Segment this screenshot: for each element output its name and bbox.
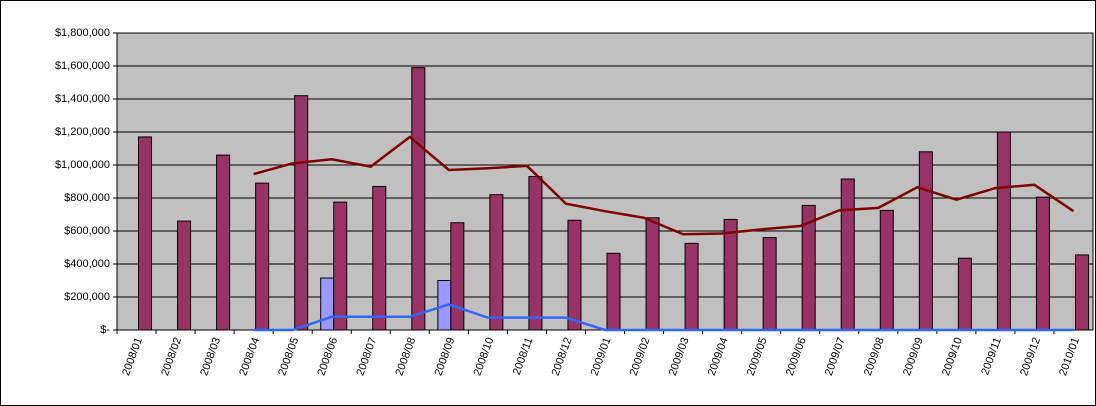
bar [411, 67, 426, 331]
bar [177, 220, 192, 331]
bar [216, 154, 231, 331]
bar [1074, 254, 1089, 331]
bar [528, 176, 543, 331]
bar [372, 185, 387, 331]
y-tick-label: $600,000 [64, 225, 110, 237]
bar [684, 242, 699, 331]
bar [840, 178, 855, 331]
y-tick-label: $1,400,000 [55, 93, 110, 105]
bar [918, 151, 933, 331]
y-tick-label: $- [100, 324, 110, 336]
y-tick-label: $800,000 [64, 192, 110, 204]
bar [567, 219, 582, 331]
y-tick-label: $1,000,000 [55, 159, 110, 171]
bar [320, 277, 335, 331]
bar [957, 257, 972, 331]
y-tick-label: $400,000 [64, 258, 110, 270]
y-tick-label: $1,600,000 [55, 60, 110, 72]
bar [255, 182, 270, 331]
bar [1035, 196, 1050, 331]
bar [879, 209, 894, 331]
bar [450, 222, 465, 331]
bar [606, 252, 621, 331]
y-tick-label: $1,200,000 [55, 126, 110, 138]
bar [333, 201, 348, 331]
bar [489, 194, 504, 331]
bar [645, 217, 660, 331]
y-tick-label: $200,000 [64, 291, 110, 303]
line [253, 135, 1075, 236]
bar [762, 237, 777, 331]
bar [996, 131, 1011, 331]
bar [723, 218, 738, 331]
bar [294, 95, 309, 331]
y-tick-label: $1,800,000 [55, 27, 110, 39]
line [253, 303, 1074, 332]
bar [138, 136, 153, 331]
